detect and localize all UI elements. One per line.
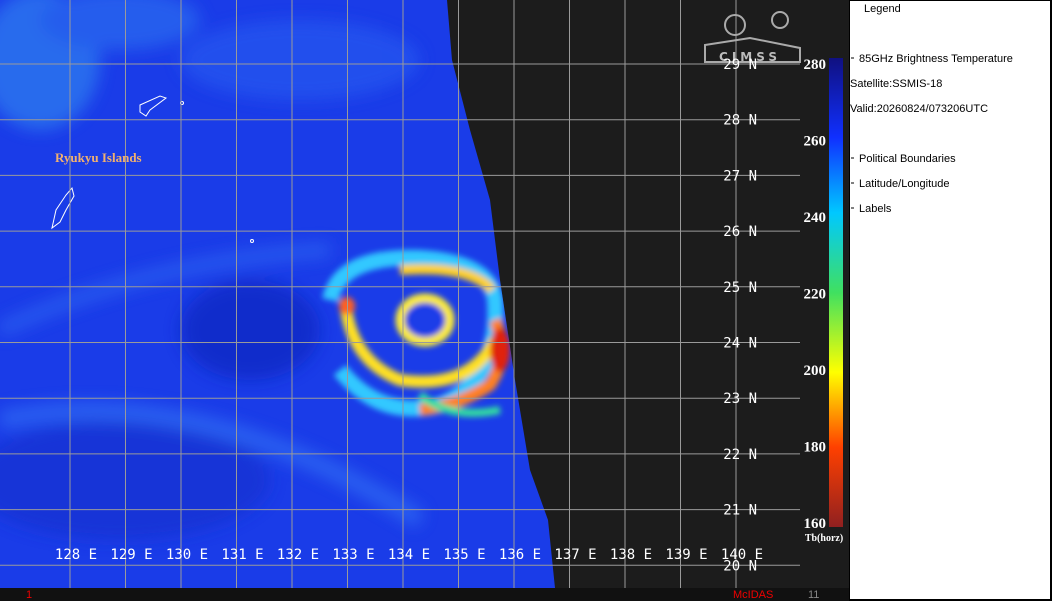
legend-title: Legend (864, 3, 901, 15)
lon-label: 129 E (110, 547, 152, 563)
lat-label: 28 N (723, 113, 757, 129)
colorbar-tick-label: 200 (804, 363, 827, 379)
lat-label: 20 N (723, 558, 757, 574)
footer-right: 11 (808, 589, 819, 601)
coastlines (51, 95, 254, 243)
lon-label: 128 E (55, 547, 97, 563)
region-label: Ryukyu Islands (55, 150, 142, 165)
lat-label: 21 N (723, 503, 757, 519)
logo-text: CIMSS (719, 50, 781, 64)
lat-label: 25 N (723, 280, 757, 296)
footer-center: McIDAS (733, 589, 773, 601)
lon-label: 135 E (443, 547, 485, 563)
lat-label: 29 N (723, 57, 757, 73)
legend-item: Satellite:SSMIS-18 (850, 78, 942, 90)
lat-label: 22 N (723, 447, 757, 463)
colorbar-tick-label: 160 (804, 516, 827, 532)
footer-left: 1 (26, 589, 32, 601)
lat-lon-grid (0, 0, 800, 588)
lon-label: 138 E (610, 547, 652, 563)
colorbar-tick-label: 240 (804, 210, 827, 226)
colorbar-tick-label: 260 (804, 134, 827, 150)
footer-bar (0, 588, 849, 601)
lon-label: 134 E (388, 547, 430, 563)
legend-item: 85GHz Brightness Temperature (859, 53, 1013, 65)
lat-label: 24 N (723, 336, 757, 352)
colorbar-label: Tb(horz) (805, 533, 843, 544)
legend-item: Valid:20260824/073206UTC (850, 103, 988, 115)
lon-label: 133 E (332, 547, 374, 563)
colorbar-tick-label: 220 (804, 287, 827, 303)
colorbar (829, 58, 843, 527)
lon-label: 140 E (721, 547, 763, 563)
colorbar-tick-label: 280 (804, 57, 827, 73)
lat-label: 27 N (723, 168, 757, 184)
lat-label: 23 N (723, 391, 757, 407)
legend-panel (849, 0, 1051, 600)
lon-label: 131 E (221, 547, 263, 563)
lon-label: 132 E (277, 547, 319, 563)
lon-label: 130 E (166, 547, 208, 563)
lon-label: 136 E (499, 547, 541, 563)
legend-item: Latitude/Longitude (859, 178, 950, 190)
lon-label: 139 E (665, 547, 707, 563)
lat-label: 26 N (723, 224, 757, 240)
lon-label: 137 E (554, 547, 596, 563)
legend-item: Political Boundaries (859, 153, 956, 165)
logo: CIMSS (704, 11, 801, 64)
colorbar-tick-label: 180 (804, 440, 827, 456)
legend-item: Labels (859, 203, 892, 215)
